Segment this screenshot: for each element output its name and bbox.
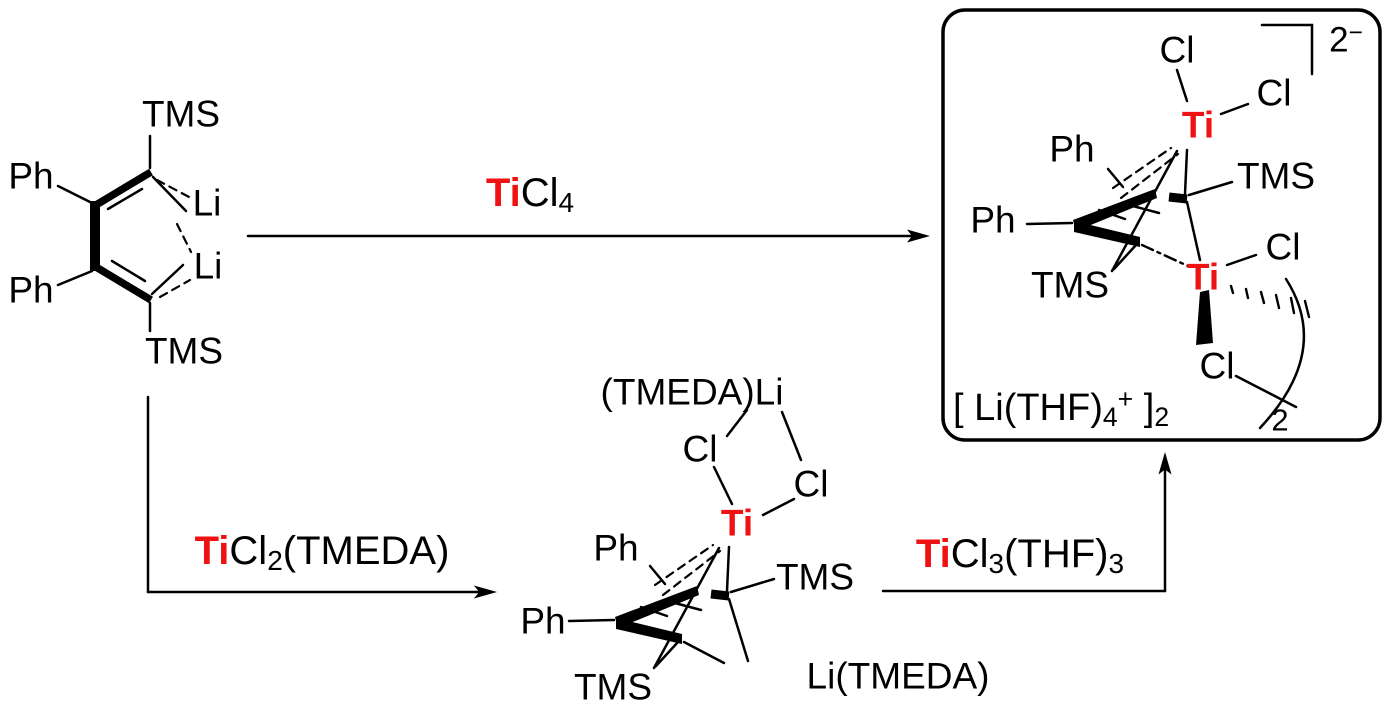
- arrow-ticl3thf3: [881, 452, 1172, 593]
- cl-label: Cl: [1256, 72, 1292, 114]
- repeat-paren-arc: [1258, 277, 1306, 430]
- repeat-subscript: 2: [1271, 402, 1289, 438]
- tms-label: TMS: [144, 330, 224, 372]
- bold-wedge: [1073, 189, 1157, 231]
- tms-label: TMS: [573, 666, 653, 708]
- arrowhead-right: [474, 585, 497, 599]
- titanate-bonds: [1025, 23, 1314, 430]
- ph-label: Ph: [8, 155, 54, 197]
- titanium-symbol: Ti: [485, 171, 521, 215]
- cl-label: Cl: [793, 463, 829, 505]
- tms-label: TMS: [141, 93, 221, 135]
- arrow-ticl2tmeda: [146, 395, 497, 599]
- titanium-label: Ti: [1186, 256, 1220, 298]
- cl-label: Cl: [682, 428, 718, 470]
- ph-label: Ph: [1049, 128, 1095, 170]
- tms-label: TMS: [775, 556, 855, 598]
- li-tmeda-label: Li(TMEDA): [806, 655, 990, 697]
- arrowhead-up: [1158, 452, 1172, 475]
- titanium-label: Ti: [720, 502, 754, 544]
- li-label: Li: [192, 182, 222, 224]
- charge-bracket: [1260, 23, 1314, 76]
- product-box: [941, 8, 1382, 442]
- reagent-label-ticl2tmeda: TiCl2(TMEDA): [194, 529, 450, 577]
- cl-label: Cl: [1199, 345, 1235, 387]
- tms-label: TMS: [1236, 155, 1316, 197]
- reagent-label-ticl3thf3: TiCl3(THF)3: [915, 532, 1125, 580]
- ph-label: Ph: [593, 527, 639, 569]
- li-tmeda-label: (TMEDA)Li: [600, 371, 784, 413]
- titanium-label: Ti: [1181, 104, 1215, 146]
- li-label: Li: [193, 245, 223, 287]
- solid-wedge: [1196, 290, 1213, 345]
- arrow-ticl4: [246, 229, 930, 243]
- hashed-wedge: [1229, 284, 1311, 319]
- cl-label: Cl: [1159, 29, 1195, 71]
- bold-wedge: [615, 586, 699, 628]
- dilithio-diene-bonds: [56, 134, 193, 333]
- charge-label: 2−: [1329, 19, 1363, 60]
- bold-wedge: [616, 618, 682, 644]
- tms-label: TMS: [1030, 264, 1110, 306]
- arrowhead-right: [907, 229, 930, 243]
- ph-label: Ph: [520, 600, 566, 642]
- ph-label: Ph: [8, 269, 54, 311]
- ph-label: Ph: [970, 199, 1016, 241]
- cl-label: Cl: [1265, 226, 1301, 268]
- counterion-label: [ Li(THF)4+ ]2: [953, 384, 1170, 432]
- reagent-label-ticl4: TiCl4: [485, 171, 575, 219]
- titanium-symbol: Ti: [915, 532, 951, 576]
- ate-complex-bonds: [567, 408, 803, 670]
- titanium-symbol: Ti: [194, 529, 230, 573]
- bold-wedge: [1074, 221, 1140, 247]
